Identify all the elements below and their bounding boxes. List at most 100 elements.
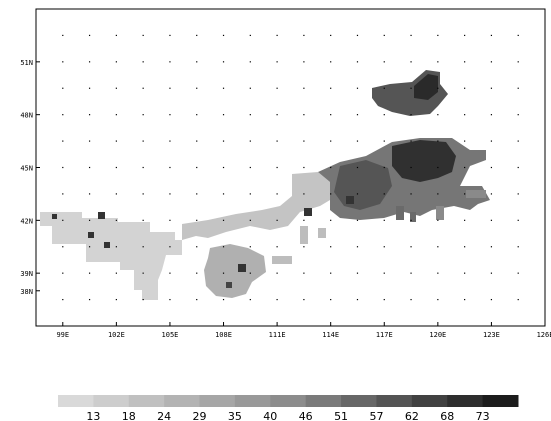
grid-dot bbox=[142, 34, 144, 37]
grid-dot bbox=[410, 61, 412, 63]
grid-dot bbox=[410, 87, 412, 89]
grid-dot bbox=[88, 34, 91, 37]
legend-swatch bbox=[270, 395, 307, 407]
grid-dot bbox=[196, 166, 198, 169]
grid-dot bbox=[330, 298, 332, 301]
grid-dot bbox=[330, 34, 332, 37]
legend-level-label: 73 bbox=[476, 410, 490, 421]
grid-dot bbox=[169, 219, 171, 221]
grid-dot bbox=[196, 61, 198, 63]
grid-dot bbox=[249, 193, 251, 195]
legend-level-label: 18 bbox=[122, 410, 136, 421]
lon-tick-label: 126E bbox=[537, 331, 551, 339]
grid-dot bbox=[383, 272, 385, 274]
grid-dot bbox=[383, 140, 385, 142]
grid-dot bbox=[490, 219, 493, 221]
lat-tick-label: 48N bbox=[20, 112, 33, 120]
grid-dot bbox=[464, 140, 466, 142]
legend-level-label: 46 bbox=[299, 410, 313, 421]
grid-dot bbox=[62, 246, 64, 248]
grid-dot bbox=[196, 219, 198, 221]
grid-dot bbox=[490, 114, 493, 116]
grid-dot bbox=[115, 34, 117, 37]
grid-dot bbox=[356, 114, 359, 116]
spot bbox=[346, 196, 354, 204]
legend-swatch bbox=[376, 395, 413, 407]
grid-dot bbox=[142, 114, 144, 116]
grid-dot bbox=[490, 166, 493, 169]
grid-dot bbox=[437, 246, 439, 248]
spot bbox=[104, 242, 110, 248]
grid-dot bbox=[464, 166, 466, 169]
grid-dot bbox=[276, 34, 278, 37]
grid-dot bbox=[464, 34, 466, 37]
legend-swatch bbox=[234, 395, 271, 407]
grid-dot bbox=[330, 272, 332, 274]
grid-dot bbox=[303, 34, 305, 37]
grid-dot bbox=[169, 166, 171, 169]
grid-dot bbox=[330, 219, 332, 221]
color-legend: 13 18 24 29 35 40 46 51 57 62 68 73 bbox=[58, 395, 519, 421]
grid-dot bbox=[356, 298, 359, 301]
grid-dot bbox=[62, 140, 64, 142]
grid-dot bbox=[517, 34, 519, 37]
grid-dot bbox=[356, 219, 359, 221]
grid-dot bbox=[222, 298, 225, 301]
grid-dot bbox=[303, 140, 305, 142]
grid-dot bbox=[410, 140, 412, 142]
grid-dot bbox=[464, 193, 466, 195]
grid-dot bbox=[142, 87, 144, 89]
grid-dot bbox=[142, 140, 144, 142]
grid-dot bbox=[276, 114, 278, 116]
grid-dot bbox=[276, 246, 278, 248]
grid-dot bbox=[276, 61, 278, 63]
block bbox=[300, 226, 308, 244]
spot bbox=[98, 212, 105, 219]
grid-dot bbox=[222, 61, 225, 63]
legend-level-label: 35 bbox=[228, 410, 242, 421]
region-center-south bbox=[204, 244, 266, 298]
lon-tick-label: 117E bbox=[376, 331, 393, 339]
grid-dot bbox=[169, 298, 171, 301]
grid-dot bbox=[249, 140, 251, 142]
grid-dot bbox=[410, 114, 412, 116]
grid-dot bbox=[115, 61, 117, 63]
grid-dot bbox=[437, 193, 439, 195]
grid-dot bbox=[410, 193, 412, 195]
grid-dot bbox=[410, 272, 412, 274]
grid-dot bbox=[222, 114, 225, 116]
grid-dot bbox=[169, 114, 171, 116]
grid-dot bbox=[88, 219, 91, 221]
grid-dot bbox=[196, 114, 198, 116]
spot bbox=[304, 208, 312, 216]
grid-dot bbox=[517, 87, 519, 89]
grid-dot bbox=[88, 246, 91, 248]
grid-dot bbox=[303, 272, 305, 274]
grid-dot bbox=[88, 166, 91, 169]
region-west bbox=[40, 212, 182, 300]
lon-tick-label: 99E bbox=[56, 331, 69, 339]
grid-dot bbox=[115, 298, 117, 301]
grid-dot bbox=[169, 87, 171, 89]
grid-dot bbox=[330, 87, 332, 89]
grid-dot bbox=[303, 61, 305, 63]
spot bbox=[52, 214, 57, 219]
grid-dot bbox=[303, 298, 305, 301]
grid-dot bbox=[517, 166, 519, 169]
grid-dot bbox=[249, 272, 251, 274]
grid-dot bbox=[222, 87, 225, 89]
grid-dot bbox=[88, 193, 91, 195]
legend-swatch bbox=[482, 395, 519, 407]
grid-dot bbox=[142, 61, 144, 63]
grid-dot bbox=[410, 34, 412, 37]
grid-dot bbox=[142, 193, 144, 195]
grid-dot bbox=[383, 298, 385, 301]
grid-dot bbox=[437, 166, 439, 169]
grid-dot bbox=[383, 166, 385, 169]
spot bbox=[238, 264, 246, 272]
grid-dot bbox=[490, 298, 493, 301]
grid-dot bbox=[196, 140, 198, 142]
block bbox=[318, 228, 326, 238]
grid-dot bbox=[249, 34, 251, 37]
